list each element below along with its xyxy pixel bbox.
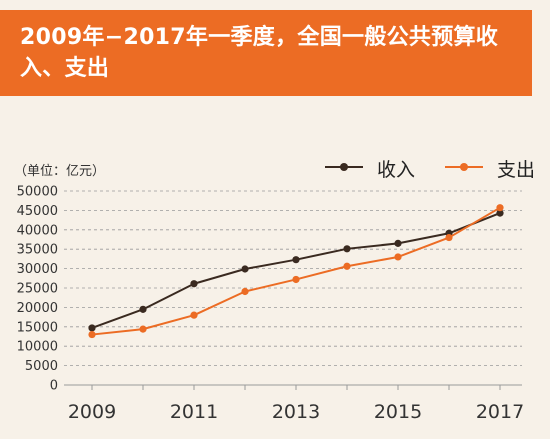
y-tick-label: 45000 xyxy=(17,204,58,219)
y-tick-label: 5000 xyxy=(25,359,58,374)
data-point-expenditure xyxy=(88,330,96,339)
data-point-expenditure xyxy=(343,262,351,270)
data-point-income xyxy=(88,324,96,332)
title-banner xyxy=(0,10,532,96)
x-tick-label: 2017 xyxy=(476,401,524,423)
legend-income-label: 收入 xyxy=(377,159,416,181)
data-point-expenditure xyxy=(241,287,249,296)
data-point-expenditure xyxy=(394,253,402,261)
x-tick-label: 2015 xyxy=(374,401,422,423)
data-point-income xyxy=(292,256,300,264)
data-point-income xyxy=(394,239,402,247)
series-line-income xyxy=(91,212,501,329)
data-point-income xyxy=(496,209,504,217)
legend-item-income: 收入 xyxy=(325,152,425,182)
x-tick-label: 2013 xyxy=(272,401,320,423)
x-tick-label: 2011 xyxy=(170,401,218,423)
y-tick-label: 35000 xyxy=(17,243,58,258)
unit-label: （单位：亿元） xyxy=(14,164,106,179)
y-axis-ticks: 0 5000 10000 15000 20000 25000 30000 35000 40000… xyxy=(17,185,58,394)
chart-title: 2009年−2017年一季度，全国一般公共预算收入、支出 xyxy=(20,25,499,81)
data-point-expenditure xyxy=(445,233,453,242)
y-tick-label: 40000 xyxy=(17,223,58,238)
legend-income-marker xyxy=(340,163,348,171)
legend-expenditure-label: 支出 xyxy=(497,159,536,181)
x-axis-ticks: 2009 2011 2013 2015 2017 xyxy=(68,401,524,423)
grid-layer xyxy=(64,190,522,390)
y-tick-label: 20000 xyxy=(17,301,58,316)
data-point-expenditure xyxy=(292,275,300,284)
data-point-expenditure xyxy=(139,325,147,333)
legend-item-expenditure: 支出 xyxy=(445,152,545,182)
x-tick-label: 2009 xyxy=(68,401,116,423)
data-point-income xyxy=(190,280,198,288)
y-tick-label: 25000 xyxy=(17,282,58,297)
legend-expenditure-marker xyxy=(460,163,468,171)
y-tick-label: 0 xyxy=(50,379,58,394)
y-tick-label: 30000 xyxy=(17,262,58,277)
data-point-expenditure xyxy=(190,311,198,319)
data-point-expenditure xyxy=(496,204,504,212)
y-tick-label: 10000 xyxy=(17,340,58,355)
y-tick-label: 15000 xyxy=(17,320,58,335)
series-layer xyxy=(88,204,504,339)
legend: 收入 支出 xyxy=(0,152,550,182)
data-point-income xyxy=(241,265,249,273)
data-point-income xyxy=(139,305,147,313)
series-line-expenditure xyxy=(91,206,501,336)
y-tick-label: 50000 xyxy=(17,185,58,200)
data-point-income xyxy=(343,245,351,253)
